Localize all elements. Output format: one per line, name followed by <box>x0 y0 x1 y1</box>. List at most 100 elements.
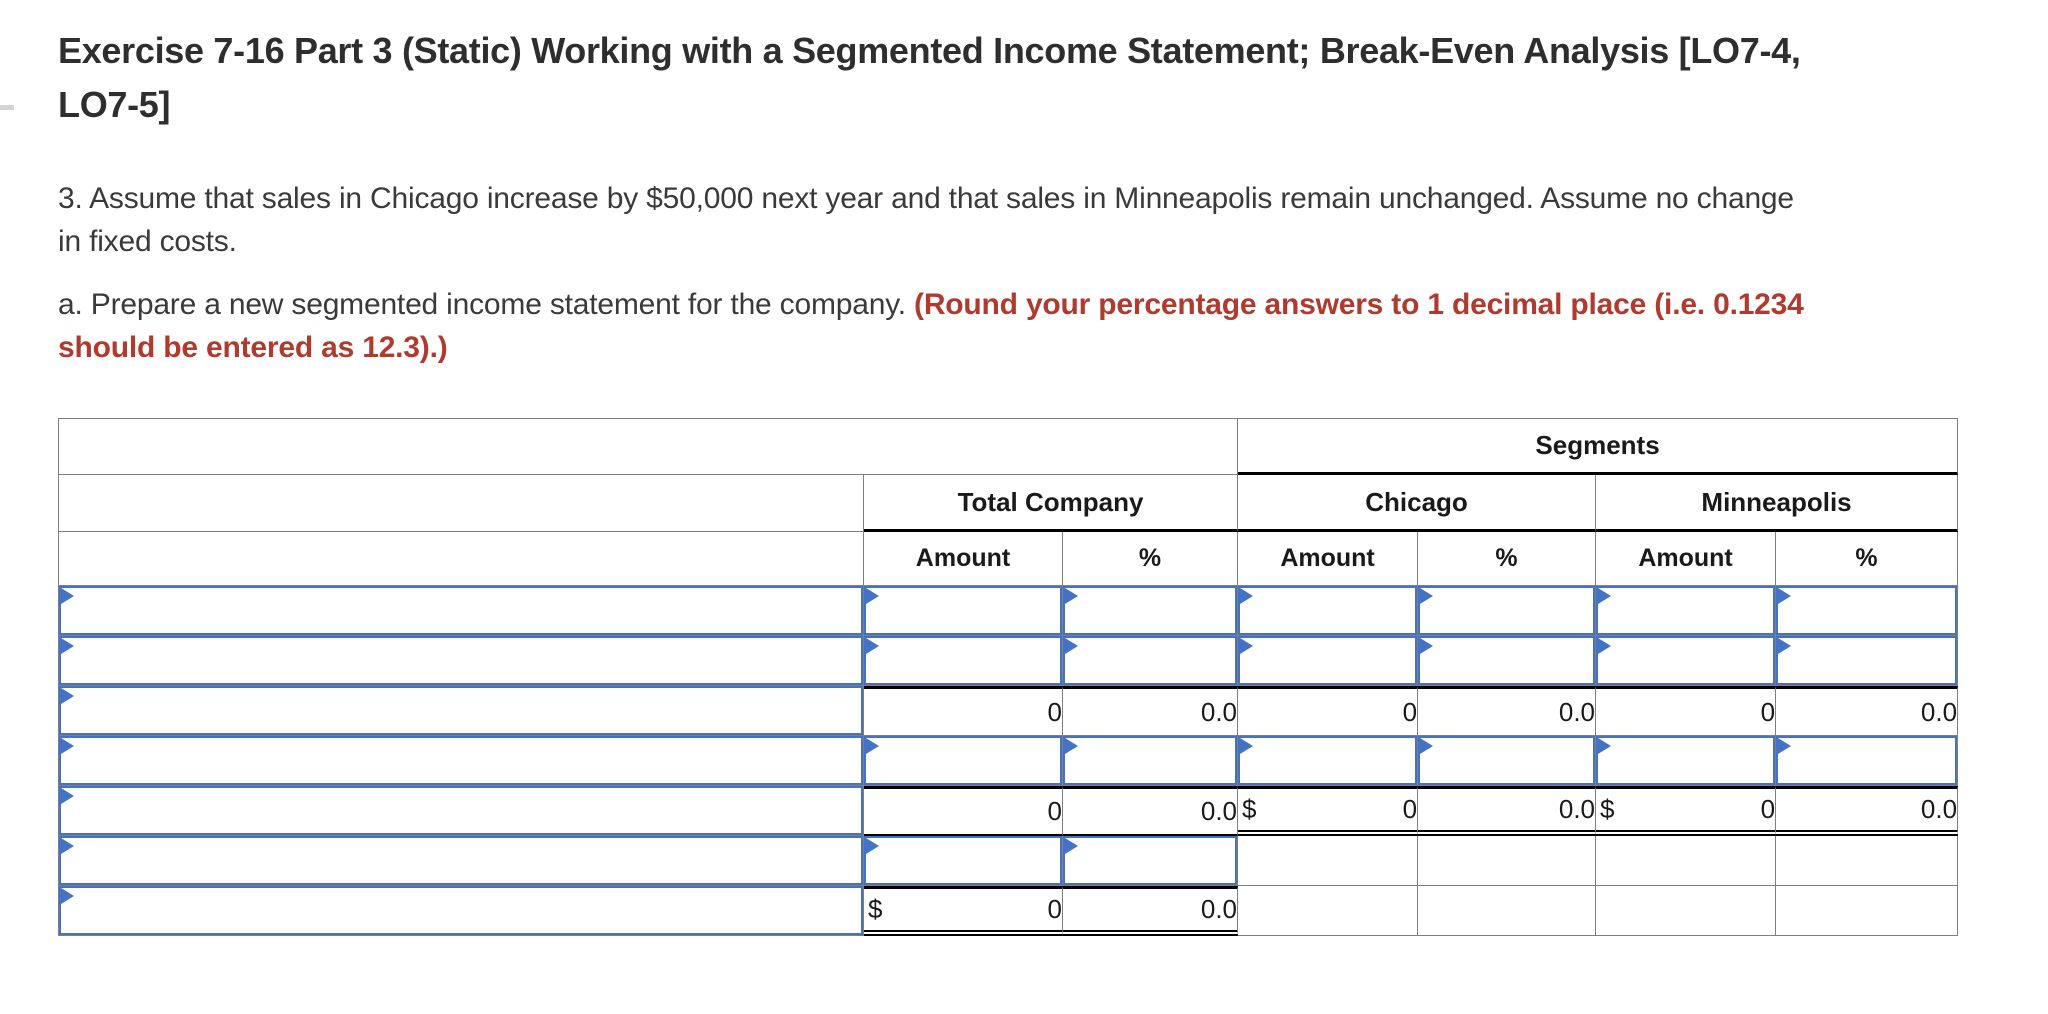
question-a-normal: a. Prepare a new segmented income statem… <box>58 288 915 321</box>
row1-minneapolis-amount-input[interactable] <box>1596 586 1777 636</box>
page-title-line1: Exercise 7-16 Part 3 (Static) Working wi… <box>58 30 1801 71</box>
row5-total-amount-value: 0 <box>864 786 1063 836</box>
row5-minneapolis-amount-value: $0 <box>1596 786 1777 836</box>
input-flag-icon <box>1240 638 1254 654</box>
page-title-line2: LO7-5] <box>58 84 171 125</box>
row3-total-amount-value: 0 <box>864 686 1063 736</box>
question-3-line1: 3. Assume that sales in Chicago increase… <box>58 182 1794 215</box>
row7-minneapolis-amount-cell <box>1596 886 1777 936</box>
left-edge-mark <box>0 105 14 110</box>
input-flag-icon <box>1598 738 1612 754</box>
input-flag-icon <box>866 588 879 604</box>
row2-minneapolis-amount-input[interactable] <box>1596 636 1777 686</box>
segments-header: Segments <box>1238 418 1959 475</box>
row6-minneapolis-percent-cell <box>1776 836 1959 886</box>
chicago-header: Chicago <box>1238 475 1597 532</box>
question-a-rounding-note-line2: should be entered as 12.3).) <box>58 331 448 364</box>
row3-label-input[interactable] <box>58 686 864 736</box>
row6-chicago-percent-cell <box>1418 836 1597 886</box>
input-flag-icon <box>866 838 879 854</box>
row1-total-amount-input[interactable] <box>864 586 1063 636</box>
total-percent-header: % <box>1063 532 1239 586</box>
page-title: Exercise 7-16 Part 3 (Static) Working wi… <box>58 24 1801 132</box>
row6-total-percent-input[interactable] <box>1063 836 1239 886</box>
row4-total-amount-input[interactable] <box>864 736 1063 786</box>
input-flag-icon <box>61 738 74 754</box>
input-flag-icon <box>61 888 74 904</box>
minneapolis-header: Minneapolis <box>1596 475 1959 532</box>
question-3-line2: in fixed costs. <box>58 225 237 258</box>
row5-label-input[interactable] <box>58 786 864 836</box>
row2-total-amount-input[interactable] <box>864 636 1063 686</box>
question-a-text: a. Prepare a new segmented income statem… <box>58 283 1804 369</box>
input-flag-icon <box>1778 638 1792 654</box>
row5-chicago-percent-value: 0.0 <box>1418 786 1597 836</box>
input-flag-icon <box>1240 588 1254 604</box>
row5-minneapolis-amount-number: 0 <box>1760 794 1776 824</box>
input-flag-icon <box>1420 738 1434 754</box>
chicago-percent-header: % <box>1418 532 1597 586</box>
minneapolis-percent-header: % <box>1776 532 1959 586</box>
row4-label-input[interactable] <box>58 736 864 786</box>
row7-minneapolis-percent-cell <box>1776 886 1959 936</box>
row7-total-amount-value: $0 <box>864 886 1063 936</box>
row1-minneapolis-percent-input[interactable] <box>1776 586 1959 636</box>
row4-minneapolis-amount-input[interactable] <box>1596 736 1777 786</box>
input-flag-icon <box>1065 738 1078 754</box>
row6-minneapolis-amount-cell <box>1596 836 1777 886</box>
row1-chicago-percent-input[interactable] <box>1418 586 1597 636</box>
row7-total-percent-value: 0.0 <box>1063 886 1239 936</box>
row3-total-percent-value: 0.0 <box>1063 686 1239 736</box>
row5-chicago-amount-value: $0 <box>1238 786 1419 836</box>
input-flag-icon <box>1420 588 1434 604</box>
total-amount-header: Amount <box>864 532 1063 586</box>
row6-chicago-amount-cell <box>1238 836 1419 886</box>
input-flag-icon <box>866 738 879 754</box>
question-3-text: 3. Assume that sales in Chicago increase… <box>58 177 1794 263</box>
row2-label-input[interactable] <box>58 636 864 686</box>
input-flag-icon <box>1598 638 1612 654</box>
row2-total-percent-input[interactable] <box>1063 636 1239 686</box>
row6-total-amount-input[interactable] <box>864 836 1063 886</box>
header-blank-cell <box>58 532 864 586</box>
row2-chicago-amount-input[interactable] <box>1238 636 1419 686</box>
row2-minneapolis-percent-input[interactable] <box>1776 636 1959 686</box>
row5-minneapolis-percent-value: 0.0 <box>1776 786 1959 836</box>
row7-label-input[interactable] <box>58 886 864 936</box>
input-flag-icon <box>1065 638 1078 654</box>
row3-chicago-amount-value: 0 <box>1238 686 1419 736</box>
header-blank-cell <box>58 475 864 532</box>
row1-chicago-amount-input[interactable] <box>1238 586 1419 636</box>
input-flag-icon <box>61 638 74 654</box>
row1-total-percent-input[interactable] <box>1063 586 1239 636</box>
input-flag-icon <box>61 838 74 854</box>
question-a-rounding-note-line1: (Round your percentage answers to 1 deci… <box>914 288 1804 321</box>
segmented-income-statement-table: Segments Total Company Chicago Minneapol… <box>58 418 1959 936</box>
row4-chicago-percent-input[interactable] <box>1418 736 1597 786</box>
input-flag-icon <box>61 688 74 704</box>
input-flag-icon <box>1240 738 1254 754</box>
input-flag-icon <box>61 588 74 604</box>
input-flag-icon <box>1420 638 1434 654</box>
row6-label-input[interactable] <box>58 836 864 886</box>
row5-total-percent-value: 0.0 <box>1063 786 1239 836</box>
row4-minneapolis-percent-input[interactable] <box>1776 736 1959 786</box>
total-company-header: Total Company <box>864 475 1239 532</box>
input-flag-icon <box>1065 588 1078 604</box>
row4-total-percent-input[interactable] <box>1063 736 1239 786</box>
row2-chicago-percent-input[interactable] <box>1418 636 1597 686</box>
input-flag-icon <box>1598 588 1612 604</box>
row1-label-input[interactable] <box>58 586 864 636</box>
row7-chicago-amount-cell <box>1238 886 1419 936</box>
row3-minneapolis-percent-value: 0.0 <box>1776 686 1959 736</box>
row4-chicago-amount-input[interactable] <box>1238 736 1419 786</box>
dollar-sign: $ <box>1242 794 1257 824</box>
row3-minneapolis-amount-value: 0 <box>1596 686 1777 736</box>
row7-total-amount-number: 0 <box>1047 894 1062 924</box>
input-flag-icon <box>1778 738 1792 754</box>
row3-chicago-percent-value: 0.0 <box>1418 686 1597 736</box>
input-flag-icon <box>1065 838 1078 854</box>
dollar-sign: $ <box>1600 794 1615 824</box>
input-flag-icon <box>1778 588 1792 604</box>
